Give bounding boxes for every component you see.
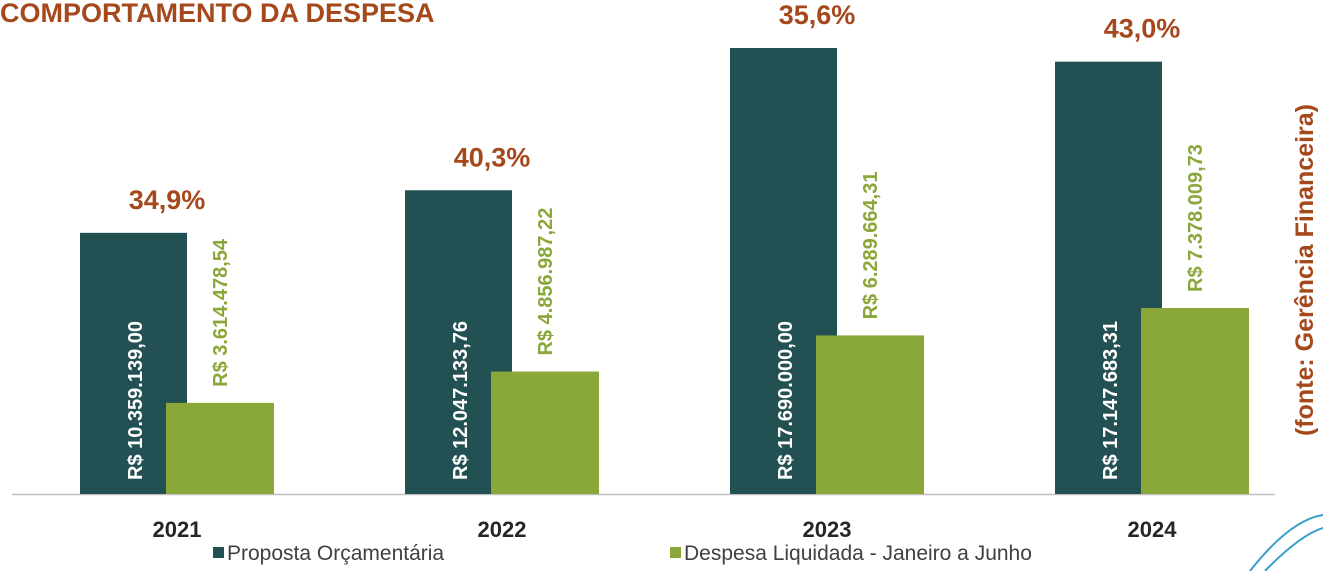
bar-value-label: R$ 10.359.139,00	[125, 321, 147, 480]
bar	[816, 335, 924, 494]
annotation: 35,6%	[779, 0, 856, 30]
bar-value-label: R$ 7.378.009,73	[1185, 144, 1207, 292]
legend-label: Despesa Liquidada - Janeiro a Junho	[684, 542, 1032, 565]
bar-value-label: R$ 12.047.133,76	[450, 321, 472, 480]
legend-label: Proposta Orçamentária	[227, 542, 444, 565]
annotation: 43,0%	[1104, 14, 1181, 44]
source-note: (fonte: Gerência Financeira)	[1291, 104, 1319, 436]
chart-title: COMPORTAMENTO DA DESPESA	[0, 0, 435, 28]
bar-value-label: R$ 6.289.664,31	[860, 172, 882, 320]
decoration	[1249, 514, 1323, 571]
x-tick-label: 2022	[478, 517, 527, 542]
legend-swatch	[213, 547, 224, 558]
x-tick-label: 2024	[1128, 517, 1178, 542]
annotation: 40,3%	[454, 142, 531, 172]
legend-swatch	[670, 547, 681, 558]
x-tick-label: 2023	[803, 517, 852, 542]
bar-value-label: R$ 4.856.987,22	[535, 208, 557, 356]
bar-value-label: R$ 3.614.478,54	[210, 238, 232, 387]
bar	[491, 371, 599, 494]
bar-value-label: R$ 17.147.683,31	[1100, 321, 1122, 480]
bar-value-label: R$ 17.690.000,00	[775, 321, 797, 480]
bar	[166, 402, 274, 494]
annotation: 34,9%	[129, 185, 206, 215]
x-tick-label: 2021	[153, 517, 202, 542]
bar	[1141, 307, 1249, 494]
